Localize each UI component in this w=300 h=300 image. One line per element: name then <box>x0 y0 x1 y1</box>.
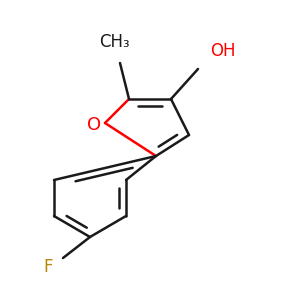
Text: F: F <box>43 258 53 276</box>
Text: OH: OH <box>210 42 236 60</box>
Text: CH₃: CH₃ <box>99 33 129 51</box>
Text: O: O <box>87 116 102 134</box>
